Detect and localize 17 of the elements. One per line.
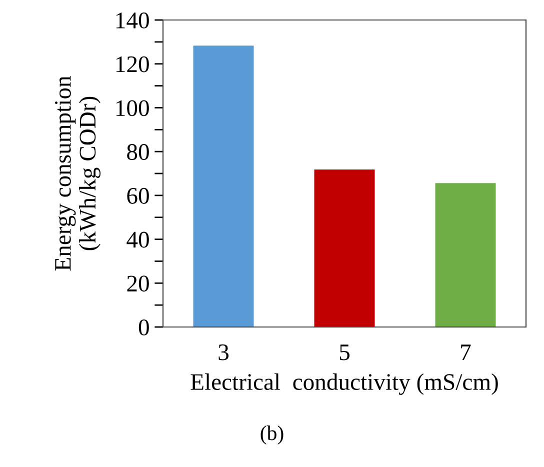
y-axis-title: Energy consumption (kWh/kg CODr) bbox=[55, 76, 100, 271]
x-tick-label: 7 bbox=[461, 344, 471, 360]
y-tick-label: 0 bbox=[138, 319, 149, 336]
text: (b) bbox=[260, 426, 284, 444]
bar bbox=[435, 183, 496, 327]
y-tick-label: 120 bbox=[116, 56, 149, 72]
x-tick-label: 5 bbox=[340, 344, 350, 360]
y-tick-label: 40 bbox=[126, 232, 149, 248]
x-tick-label: 3 bbox=[218, 344, 228, 360]
x-axis-title: Electrical conductivity (mS/cm) bbox=[190, 373, 498, 395]
y-tick-label: 140 bbox=[116, 12, 149, 28]
y-tick-label: 100 bbox=[116, 100, 149, 116]
bar bbox=[193, 46, 254, 327]
bar bbox=[314, 170, 375, 327]
y-tick-label: 60 bbox=[127, 188, 149, 204]
y-tick-label: 80 bbox=[127, 144, 149, 160]
y-tick-label: 20 bbox=[127, 276, 149, 292]
